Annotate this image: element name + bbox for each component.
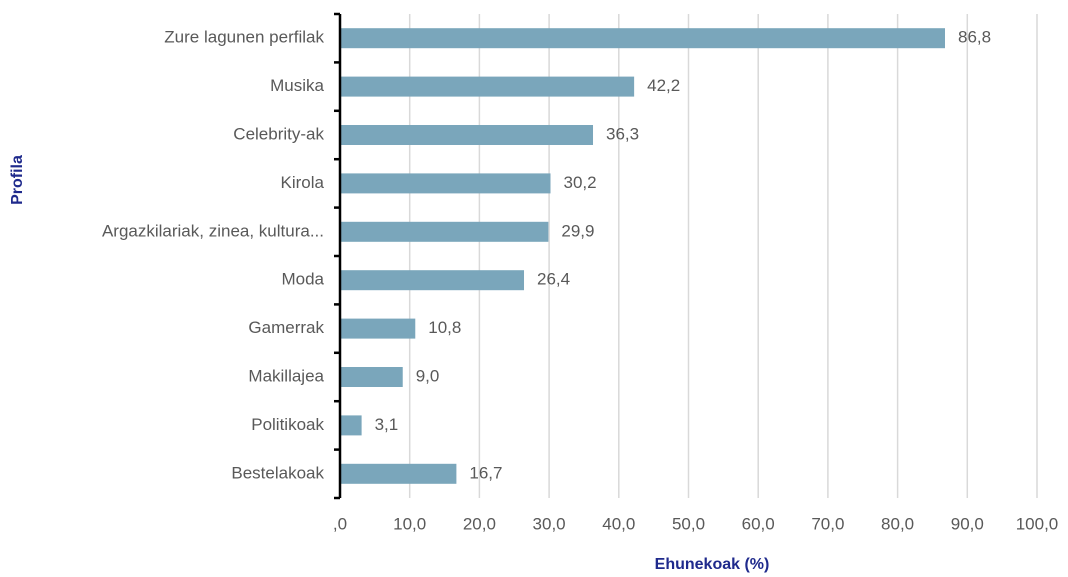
data-label: 42,2 xyxy=(647,76,680,95)
data-label: 9,0 xyxy=(416,366,440,385)
x-tick-label: 30,0 xyxy=(533,514,566,533)
bar xyxy=(340,367,403,387)
y-tick-label: Moda xyxy=(281,270,324,289)
y-tick-label: Kirola xyxy=(281,173,325,192)
y-tick-label: Musika xyxy=(270,76,324,95)
bar xyxy=(340,463,457,484)
data-label: 29,9 xyxy=(561,221,594,240)
data-label: 86,8 xyxy=(958,28,991,47)
x-tick-label: 50,0 xyxy=(672,514,705,533)
data-label: 3,1 xyxy=(375,415,399,434)
data-label: 26,4 xyxy=(537,270,570,289)
bar xyxy=(340,125,594,145)
y-tick-label: Bestelakoak xyxy=(231,463,324,482)
bar xyxy=(340,318,416,339)
bar xyxy=(340,221,549,242)
data-label: 30,2 xyxy=(563,173,596,192)
x-tick-label: 100,0 xyxy=(1016,514,1059,533)
x-tick-label: 90,0 xyxy=(951,514,984,533)
x-axis-title: Ehunekoak (%) xyxy=(655,556,770,573)
y-tick-label: Gamerrak xyxy=(248,318,324,337)
x-tick-label: 10,0 xyxy=(393,514,426,533)
bar xyxy=(340,173,551,194)
y-tick-label: Argazkilariak, zinea, kultura... xyxy=(102,221,324,240)
data-label: 36,3 xyxy=(606,124,639,143)
x-tick-label: 60,0 xyxy=(742,514,775,533)
x-tick-label: 80,0 xyxy=(881,514,914,533)
y-tick-label: Makillajea xyxy=(248,366,324,385)
y-tick-label: Zure lagunen perfilak xyxy=(164,28,324,47)
y-tick-label: Celebrity-ak xyxy=(233,124,324,143)
data-label: 16,7 xyxy=(469,463,502,482)
bar xyxy=(340,415,362,436)
x-tick-label: ,0 xyxy=(333,514,347,533)
x-tick-label: 70,0 xyxy=(811,514,844,533)
y-tick-label: Politikoak xyxy=(251,415,324,434)
bar xyxy=(340,76,635,97)
bar xyxy=(340,270,525,291)
x-tick-label: 40,0 xyxy=(602,514,635,533)
y-axis-title: Profila xyxy=(9,155,26,205)
data-label: 10,8 xyxy=(428,318,461,337)
x-tick-label: 20,0 xyxy=(463,514,496,533)
bar xyxy=(340,28,945,49)
